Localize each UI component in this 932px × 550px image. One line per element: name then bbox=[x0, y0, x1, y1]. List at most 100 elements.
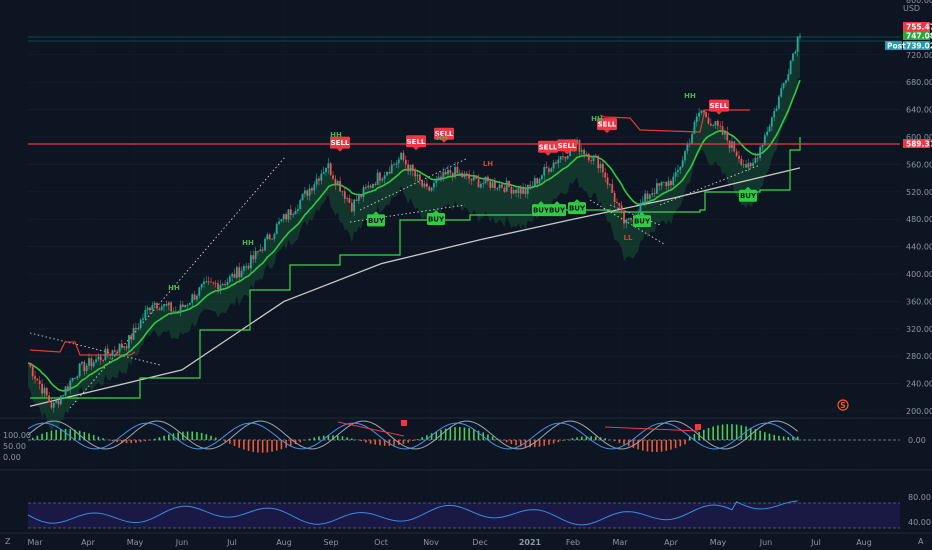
candle-body[interactable] bbox=[374, 183, 377, 185]
candle-body[interactable] bbox=[552, 162, 555, 169]
candle-body[interactable] bbox=[501, 184, 503, 188]
candle-body[interactable] bbox=[576, 139, 578, 145]
candle-body[interactable] bbox=[66, 386, 69, 390]
candle-body[interactable] bbox=[613, 192, 616, 203]
candle-body[interactable] bbox=[120, 343, 123, 348]
candle-body[interactable] bbox=[92, 362, 95, 367]
candle-body[interactable] bbox=[691, 133, 693, 144]
candle-body[interactable] bbox=[555, 162, 557, 164]
candle-body[interactable] bbox=[88, 358, 90, 366]
candle-body[interactable] bbox=[179, 304, 182, 312]
candle-body[interactable] bbox=[644, 193, 647, 202]
candle-body[interactable] bbox=[170, 302, 173, 312]
candle-body[interactable] bbox=[294, 210, 297, 215]
candle-body[interactable] bbox=[752, 162, 754, 167]
candle-body[interactable] bbox=[747, 162, 750, 168]
candle-body[interactable] bbox=[785, 80, 787, 83]
candle-body[interactable] bbox=[207, 281, 210, 283]
candle-body[interactable] bbox=[404, 159, 407, 165]
candle-body[interactable] bbox=[191, 294, 194, 303]
candle-body[interactable] bbox=[799, 35, 801, 37]
candle-body[interactable] bbox=[411, 164, 414, 172]
candle-body[interactable] bbox=[482, 182, 485, 184]
candle-body[interactable] bbox=[745, 164, 747, 168]
candle-body[interactable] bbox=[226, 281, 229, 285]
candle-body[interactable] bbox=[69, 380, 72, 390]
candle-body[interactable] bbox=[585, 153, 588, 155]
candle-body[interactable] bbox=[381, 178, 384, 181]
candle-body[interactable] bbox=[578, 139, 581, 152]
candle-body[interactable] bbox=[447, 169, 449, 175]
candle-body[interactable] bbox=[444, 171, 447, 175]
candle-body[interactable] bbox=[770, 117, 773, 127]
candle-body[interactable] bbox=[724, 132, 726, 135]
candle-body[interactable] bbox=[369, 185, 372, 188]
candle-body[interactable] bbox=[712, 125, 715, 126]
candle-body[interactable] bbox=[721, 126, 724, 135]
candle-body[interactable] bbox=[142, 318, 144, 320]
candle-body[interactable] bbox=[590, 160, 593, 162]
candle-body[interactable] bbox=[355, 199, 358, 201]
candle-body[interactable] bbox=[472, 175, 475, 181]
candle-body[interactable] bbox=[343, 191, 346, 199]
candle-body[interactable] bbox=[416, 174, 419, 177]
candle-body[interactable] bbox=[346, 198, 349, 199]
candle-body[interactable] bbox=[303, 190, 306, 194]
candle-body[interactable] bbox=[296, 209, 299, 211]
candle-body[interactable] bbox=[679, 166, 682, 170]
candle-body[interactable] bbox=[287, 209, 290, 220]
candle-body[interactable] bbox=[407, 164, 410, 172]
candle-body[interactable] bbox=[557, 159, 560, 164]
candle-body[interactable] bbox=[95, 359, 97, 363]
candle-body[interactable] bbox=[393, 164, 395, 166]
candle-body[interactable] bbox=[299, 200, 302, 210]
candle-body[interactable] bbox=[681, 160, 684, 167]
candle-body[interactable] bbox=[388, 171, 391, 174]
candle-body[interactable] bbox=[651, 193, 654, 195]
candle-body[interactable] bbox=[623, 210, 625, 224]
candle-body[interactable] bbox=[503, 187, 506, 192]
candle-body[interactable] bbox=[759, 147, 762, 159]
candle-body[interactable] bbox=[698, 112, 701, 117]
candle-body[interactable] bbox=[242, 266, 245, 271]
candle-body[interactable] bbox=[418, 174, 421, 181]
candle-body[interactable] bbox=[627, 218, 630, 220]
candle-body[interactable] bbox=[766, 131, 769, 136]
candle-body[interactable] bbox=[177, 311, 180, 312]
candle-body[interactable] bbox=[109, 354, 112, 356]
candle-body[interactable] bbox=[167, 302, 170, 306]
candle-body[interactable] bbox=[350, 202, 353, 212]
candle-body[interactable] bbox=[705, 111, 708, 118]
candle-body[interactable] bbox=[372, 183, 374, 188]
candle-body[interactable] bbox=[519, 187, 522, 194]
candle-body[interactable] bbox=[548, 168, 550, 172]
candle-body[interactable] bbox=[564, 156, 567, 159]
candle-body[interactable] bbox=[97, 356, 100, 360]
candle-body[interactable] bbox=[428, 186, 431, 191]
candle-body[interactable] bbox=[437, 176, 440, 181]
candle-body[interactable] bbox=[99, 356, 102, 360]
candle-body[interactable] bbox=[205, 281, 208, 283]
candle-body[interactable] bbox=[247, 265, 250, 269]
candle-body[interactable] bbox=[524, 188, 527, 195]
candle-body[interactable] bbox=[50, 401, 53, 408]
candle-body[interactable] bbox=[470, 178, 473, 181]
candle-body[interactable] bbox=[677, 169, 679, 172]
candle-body[interactable] bbox=[379, 172, 381, 181]
candle-body[interactable] bbox=[31, 366, 34, 377]
candle-body[interactable] bbox=[139, 319, 142, 329]
candle-body[interactable] bbox=[353, 199, 356, 212]
candle-body[interactable] bbox=[113, 350, 116, 352]
candle-body[interactable] bbox=[592, 155, 595, 162]
candle-body[interactable] bbox=[81, 361, 83, 364]
candle-body[interactable] bbox=[240, 270, 243, 278]
candle-body[interactable] bbox=[74, 377, 76, 379]
candle-body[interactable] bbox=[510, 186, 513, 194]
candle-body[interactable] bbox=[357, 194, 360, 201]
candle-body[interactable] bbox=[266, 234, 269, 239]
candle-body[interactable] bbox=[111, 350, 114, 356]
candle-body[interactable] bbox=[487, 176, 489, 182]
candle-body[interactable] bbox=[780, 88, 783, 97]
candle-body[interactable] bbox=[620, 205, 623, 211]
candle-body[interactable] bbox=[210, 281, 212, 283]
